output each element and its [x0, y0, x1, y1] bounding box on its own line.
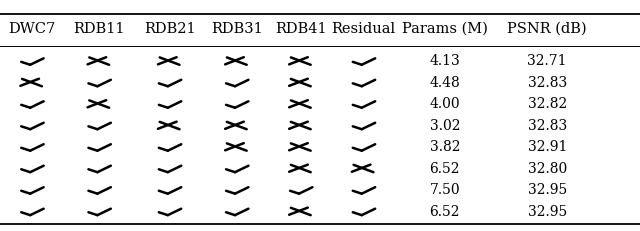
Text: DWC7: DWC7	[8, 22, 56, 36]
Text: Params (M): Params (M)	[402, 22, 488, 36]
Text: 32.80: 32.80	[527, 162, 567, 176]
Text: 32.83: 32.83	[527, 119, 567, 133]
Text: Residual: Residual	[332, 22, 396, 36]
Text: RDB41: RDB41	[275, 22, 326, 36]
Text: 32.83: 32.83	[527, 76, 567, 90]
Text: 32.95: 32.95	[527, 205, 567, 219]
Text: 4.48: 4.48	[429, 76, 460, 90]
Text: 7.50: 7.50	[429, 183, 460, 197]
Text: 6.52: 6.52	[429, 205, 460, 219]
Text: 4.13: 4.13	[429, 54, 460, 68]
Text: 4.00: 4.00	[429, 97, 460, 111]
Text: RDB11: RDB11	[74, 22, 125, 36]
Text: 32.71: 32.71	[527, 54, 567, 68]
Text: RDB31: RDB31	[211, 22, 262, 36]
Text: RDB21: RDB21	[144, 22, 195, 36]
Text: 32.91: 32.91	[527, 140, 567, 154]
Text: 6.52: 6.52	[429, 162, 460, 176]
Text: 32.95: 32.95	[527, 183, 567, 197]
Text: 32.82: 32.82	[527, 97, 567, 111]
Text: PSNR (dB): PSNR (dB)	[508, 22, 587, 36]
Text: 3.82: 3.82	[429, 140, 460, 154]
Text: 3.02: 3.02	[429, 119, 460, 133]
